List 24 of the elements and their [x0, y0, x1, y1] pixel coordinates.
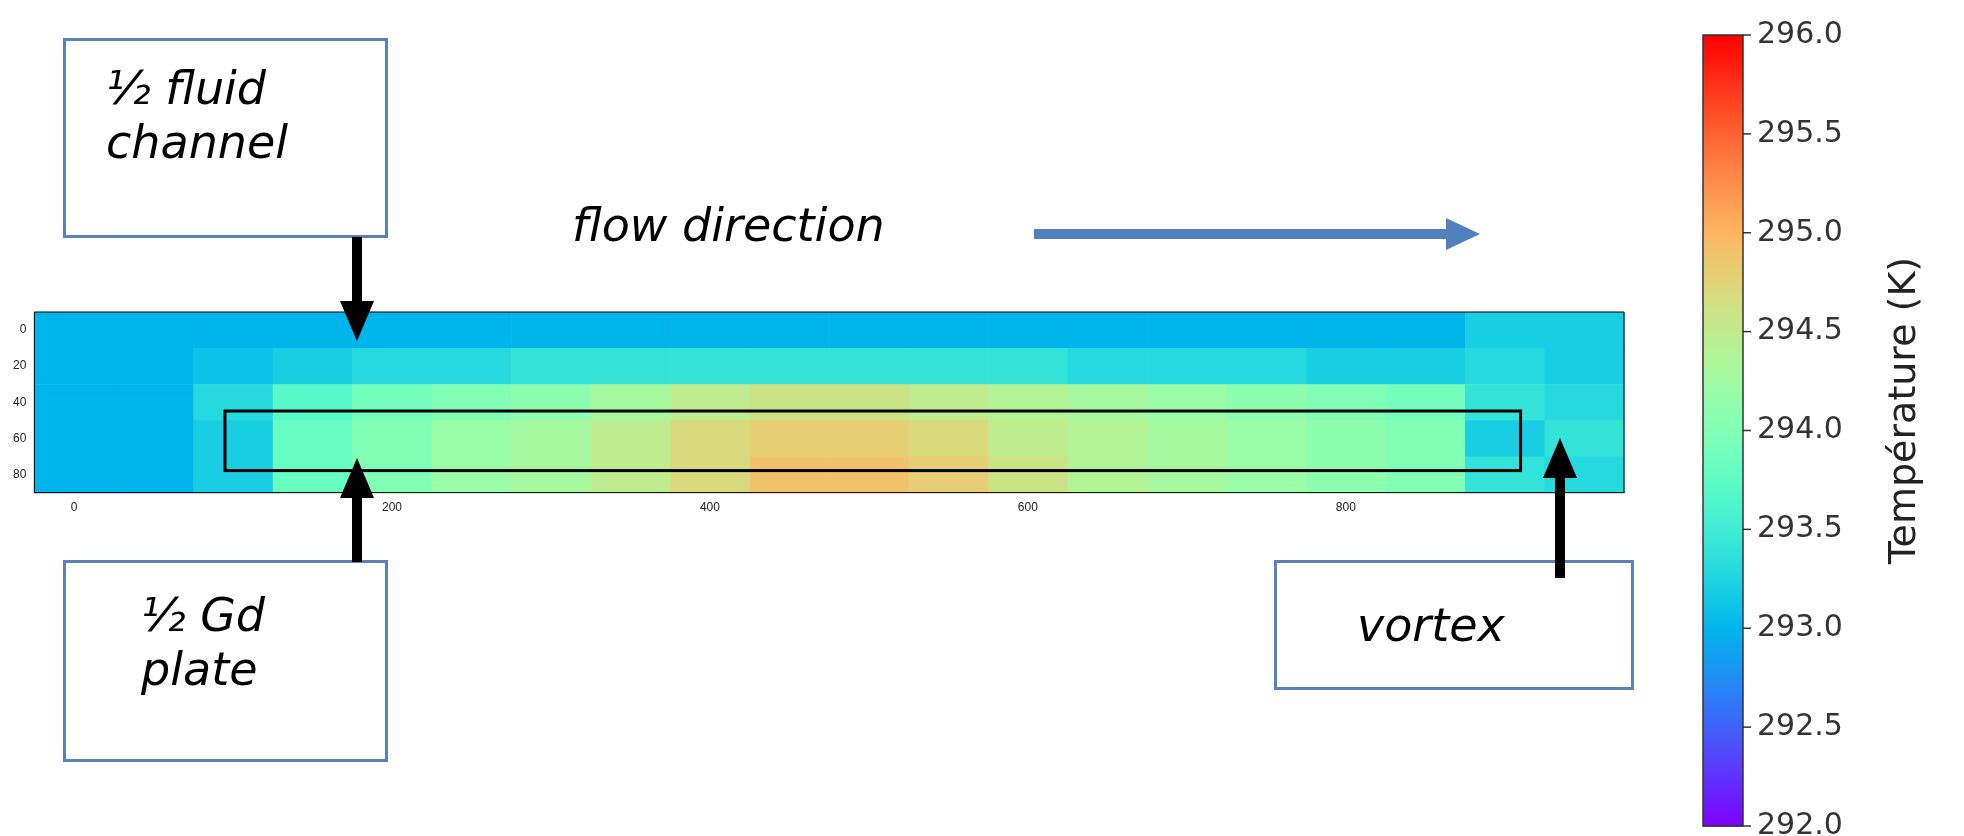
x-tick-label: 600 [1017, 500, 1039, 515]
text: ½ Gd plate [141, 588, 267, 696]
text: flow direction [572, 198, 885, 252]
color-bar-label: 295.0 [1757, 212, 1843, 248]
color-bar-label: 296.0 [1757, 14, 1843, 50]
color-bar-label: 292.0 [1757, 805, 1843, 836]
color-bar-label: 293.0 [1757, 608, 1843, 644]
text: ½ fluid channel [106, 61, 290, 169]
color-bar-label: 294.5 [1757, 311, 1843, 347]
x-tick-label: 200 [382, 500, 403, 515]
color-bar-label: 293.5 [1757, 509, 1843, 545]
x-tick-label: 0 [70, 500, 78, 515]
y-tick-label: 20 [12, 358, 27, 373]
y-tick-label: 60 [12, 430, 27, 445]
text: vortex [1357, 598, 1506, 652]
y-tick-label: 0 [19, 322, 27, 337]
color-bar-label: 294.0 [1757, 410, 1843, 446]
color-bar-title: Température (K) [1879, 256, 1924, 566]
color-bar-label: 292.5 [1757, 706, 1843, 742]
y-tick-label: 80 [12, 466, 27, 481]
x-tick-label: 400 [699, 500, 721, 515]
color-bar-label: 295.5 [1757, 113, 1843, 149]
y-tick-label: 40 [12, 394, 27, 409]
x-tick-label: 800 [1335, 500, 1357, 515]
